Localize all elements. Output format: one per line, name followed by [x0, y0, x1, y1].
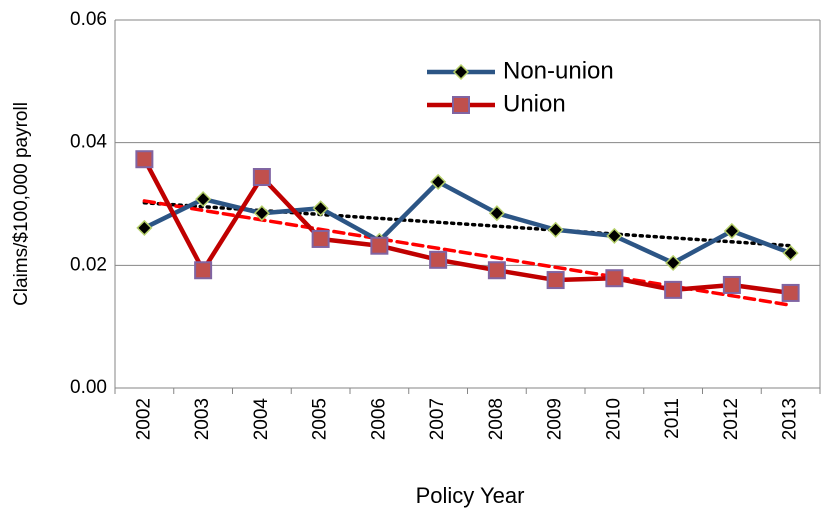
marker: [488, 205, 505, 222]
marker: [723, 222, 740, 240]
marker: [547, 221, 564, 238]
x-tick-label: 2011: [662, 398, 683, 439]
marker: [452, 96, 470, 114]
marker: [781, 283, 800, 302]
legend-text: Union: [503, 90, 566, 117]
x-tick-label: 2003: [192, 398, 213, 440]
legend-text: Non-union: [503, 57, 614, 84]
marker: [664, 280, 683, 299]
x-tick-label: 2009: [545, 398, 566, 440]
marker: [136, 219, 153, 236]
marker: [429, 250, 448, 269]
marker: [605, 269, 624, 288]
x-tick-label: 2002: [133, 398, 154, 440]
y-tick-label: 0.04: [70, 132, 107, 153]
x-tick-label: 2008: [486, 398, 507, 440]
y-tick-label: 0.00: [70, 377, 107, 398]
x-tick-label: 2006: [368, 398, 389, 440]
marker: [370, 236, 389, 255]
marker: [452, 63, 470, 81]
marker: [135, 150, 154, 169]
y-tick-label: 0.02: [70, 254, 107, 275]
series-line: [143, 179, 792, 266]
marker: [487, 261, 506, 280]
marker: [782, 245, 799, 262]
marker: [253, 205, 270, 222]
marker: [195, 191, 212, 208]
marker: [430, 173, 447, 190]
y-axis-title: Claims/$100,000 payroll: [11, 102, 32, 306]
x-tick-label: 2013: [780, 398, 801, 440]
marker: [252, 168, 271, 187]
marker: [606, 227, 623, 244]
x-tick-label: 2012: [721, 398, 742, 440]
marker: [546, 271, 565, 290]
x-axis-title: Policy Year: [416, 483, 525, 508]
marker: [722, 275, 741, 294]
marker: [312, 200, 329, 217]
marker: [311, 229, 330, 248]
marker: [665, 254, 682, 271]
x-tick-label: 2007: [427, 398, 448, 440]
y-tick-label: 0.06: [70, 9, 107, 30]
x-tick-label: 2004: [251, 398, 272, 441]
x-tick-label: 2005: [310, 398, 331, 440]
x-tick-label: 2010: [603, 398, 624, 440]
marker: [194, 261, 213, 280]
series-line: [142, 158, 791, 296]
